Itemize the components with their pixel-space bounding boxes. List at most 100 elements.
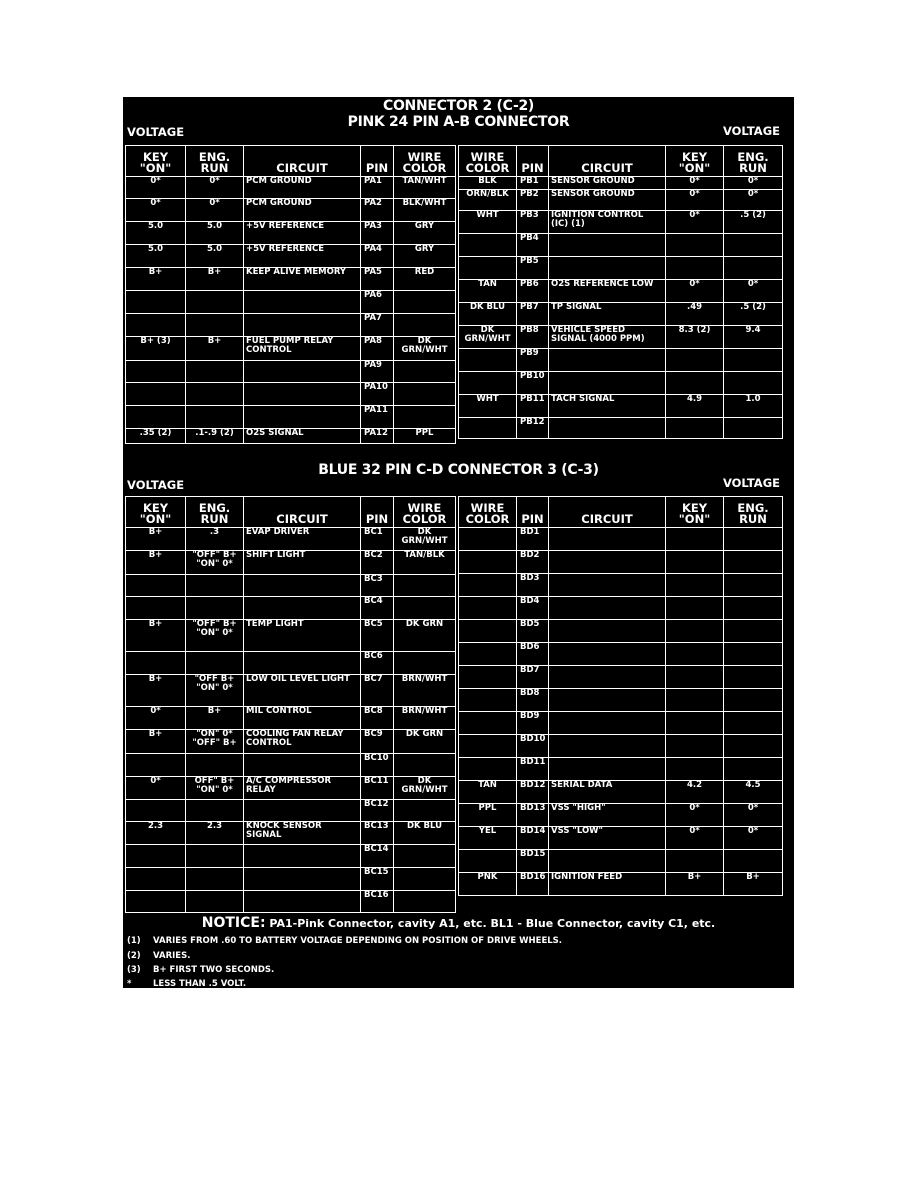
key-on-cell bbox=[665, 688, 724, 712]
pin-cell: PA9 bbox=[360, 360, 394, 383]
circuit-cell: PCM GROUND bbox=[243, 198, 361, 222]
wire-color-cell bbox=[458, 619, 517, 643]
wire-color-cell bbox=[393, 844, 456, 868]
wire-color-cell bbox=[458, 849, 517, 873]
pin-cell: BC8 bbox=[360, 706, 394, 730]
table-row: B+ B+ KEEP ALIVE MEMORY PA5 RED bbox=[125, 267, 456, 291]
table-row: PB12 bbox=[458, 417, 783, 439]
wire-color-cell bbox=[393, 799, 456, 822]
eng-run-cell: B+ bbox=[185, 267, 244, 291]
wire-color-cell: TAN/BLK bbox=[393, 550, 456, 575]
circuit-cell: SERIAL DATA bbox=[548, 780, 666, 804]
header-row: KEY "ON" ENG. RUN CIRCUIT PIN WIRE COLOR bbox=[125, 145, 456, 177]
pin-cell: PA12 bbox=[360, 428, 394, 444]
pin-cell: PA10 bbox=[360, 382, 394, 406]
key-on-cell bbox=[125, 574, 186, 597]
key-on-cell bbox=[125, 890, 186, 913]
table-row: ORN/BLK PB2 SENSOR GROUND 0* 0* bbox=[458, 189, 783, 211]
wire-color-cell: DK GRN/WHT bbox=[393, 776, 456, 800]
footnote-mark: (2) bbox=[127, 951, 141, 961]
wire-color-cell: BRN/WHT bbox=[393, 706, 456, 730]
table-row: WHT PB3 IGNITION CONTROL (IC) (1) 0* .5 (2) bbox=[458, 210, 783, 234]
eng-run-cell: .5 (2) bbox=[723, 210, 783, 234]
eng-run-cell bbox=[723, 417, 783, 439]
circuit-cell bbox=[243, 382, 361, 406]
table-row: PB4 bbox=[458, 233, 783, 257]
circuit-cell bbox=[548, 348, 666, 372]
table-row: 0* OFF" B+ "ON" 0* A/C COMPRESSOR RELAY BC1… bbox=[125, 776, 456, 800]
eng-run-cell bbox=[185, 360, 244, 383]
footnote-text: VARIES. bbox=[153, 951, 191, 961]
wire-color-cell bbox=[458, 550, 517, 574]
eng-run-cell bbox=[723, 665, 783, 689]
voltage-label-right: VOLTAGE bbox=[722, 124, 780, 138]
table-row: BD1 bbox=[458, 527, 783, 551]
footnote: (1) VARIES FROM .60 TO BATTERY VOLTAGE DE… bbox=[127, 936, 562, 946]
column-header-wire-color: WIRE COLOR bbox=[458, 145, 517, 177]
key-on-cell bbox=[665, 734, 724, 758]
wire-color-cell: TAN bbox=[458, 279, 517, 303]
pin-cell: PA5 bbox=[360, 267, 394, 291]
key-on-cell: B+ bbox=[125, 674, 186, 707]
circuit-cell: VSS "LOW" bbox=[548, 826, 666, 850]
wire-color-cell bbox=[458, 596, 517, 620]
table-row: B+ .3 EVAP DRIVER BC1 DK GRN/WHT bbox=[125, 527, 456, 551]
blue-connector-c-table: KEY "ON" ENG. RUN CIRCUIT PIN WIRE COLOR B+ .3… bbox=[125, 496, 456, 913]
header-row: KEY "ON" ENG. RUN CIRCUIT PIN WIRE COLOR bbox=[125, 496, 456, 528]
pin-cell: PA3 bbox=[360, 221, 394, 245]
eng-run-cell bbox=[185, 313, 244, 337]
connector-pinout-sheet: CONNECTOR 2 (C-2) PINK 24 PIN A-B CONNEC… bbox=[123, 97, 794, 989]
key-on-cell: 5.0 bbox=[125, 221, 186, 245]
key-on-cell: 8.3 (2) bbox=[665, 325, 724, 349]
circuit-cell bbox=[548, 596, 666, 620]
eng-run-cell bbox=[185, 844, 244, 868]
key-on-cell bbox=[665, 256, 724, 280]
column-header-eng-run: ENG. RUN bbox=[185, 145, 244, 177]
column-header-eng-run: ENG. RUN bbox=[723, 145, 783, 177]
wire-color-cell: BLK/WHT bbox=[393, 198, 456, 222]
eng-run-cell: OFF" B+ "ON" 0* bbox=[185, 776, 244, 800]
table-row: 2.3 2.3 KNOCK SENSOR SIGNAL BC13 DK BLU bbox=[125, 821, 456, 845]
eng-run-cell bbox=[723, 573, 783, 597]
column-header-key-on: KEY "ON" bbox=[665, 496, 724, 528]
wire-color-cell: DK GRN bbox=[393, 619, 456, 652]
wire-color-cell bbox=[393, 596, 456, 620]
voltage-label-left: VOLTAGE bbox=[127, 125, 185, 139]
wire-color-cell bbox=[393, 360, 456, 383]
eng-run-cell bbox=[723, 642, 783, 666]
circuit-cell: A/C COMPRESSOR RELAY bbox=[243, 776, 361, 800]
table-row: B+ (3) B+ FUEL PUMP RELAY CONTROL PA8 DK GRN… bbox=[125, 336, 456, 361]
table-row: B+ "OFF B+ "ON" 0* LOW OIL LEVEL LIGHT BC7 B… bbox=[125, 674, 456, 707]
pin-cell: BD11 bbox=[516, 757, 549, 781]
column-header-wire-color: WIRE COLOR bbox=[393, 496, 456, 528]
table-row: BC12 bbox=[125, 799, 456, 822]
pin-cell: PA1 bbox=[360, 176, 394, 199]
header-row: WIRE COLOR PIN CIRCUIT KEY "ON" ENG. RUN bbox=[458, 145, 783, 177]
pin-cell: BD16 bbox=[516, 872, 549, 896]
eng-run-cell: 0* bbox=[723, 279, 783, 303]
notice-label: NOTICE: bbox=[201, 915, 266, 931]
circuit-cell: SHIFT LIGHT bbox=[243, 550, 361, 575]
eng-run-cell bbox=[723, 233, 783, 257]
circuit-cell bbox=[548, 573, 666, 597]
pin-cell: PA6 bbox=[360, 290, 394, 314]
pin-cell: BD2 bbox=[516, 550, 549, 574]
column-header-wire-color: WIRE COLOR bbox=[458, 496, 517, 528]
wire-color-cell: DK BLU bbox=[393, 821, 456, 845]
circuit-cell bbox=[548, 233, 666, 257]
table-row: B+ "OFF" B+ "ON" 0* TEMP LIGHT BC5 DK GRN bbox=[125, 619, 456, 652]
circuit-cell bbox=[548, 417, 666, 439]
wire-color-cell bbox=[393, 382, 456, 406]
key-on-cell: 0* bbox=[125, 776, 186, 800]
table-row: BC10 bbox=[125, 753, 456, 777]
eng-run-cell: 0* bbox=[185, 198, 244, 222]
key-on-cell: 5.0 bbox=[125, 244, 186, 268]
pin-cell: PB8 bbox=[516, 325, 549, 349]
wire-color-cell: PPL bbox=[393, 428, 456, 444]
table-row: BD4 bbox=[458, 596, 783, 620]
eng-run-cell: B+ bbox=[723, 872, 783, 896]
table-row: BLK PB1 SENSOR GROUND 0* 0* bbox=[458, 176, 783, 190]
wire-color-cell: WHT bbox=[458, 394, 517, 418]
eng-run-cell bbox=[185, 405, 244, 429]
table-row: B+ "ON" 0* "OFF" B+ COOLING FAN RELAY CONT… bbox=[125, 729, 456, 754]
